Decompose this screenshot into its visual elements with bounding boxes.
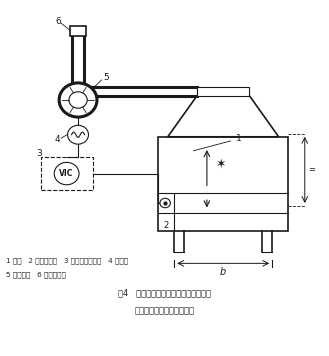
Text: 2: 2 — [164, 221, 169, 230]
Text: 4: 4 — [55, 135, 61, 143]
Bar — [70, 26, 86, 36]
Text: 1 拉窗   2 风速传感器   3 风速显示控制器   4 变频器: 1 拉窗 2 风速传感器 3 风速显示控制器 4 变频器 — [6, 257, 128, 264]
Polygon shape — [197, 87, 249, 95]
Text: 5: 5 — [103, 73, 109, 83]
Text: =: = — [309, 166, 316, 174]
Text: 5 变频风机   6 直冲式风帽: 5 变频风机 6 直冲式风帽 — [6, 272, 66, 278]
Text: 图4   变风量排风柜结合采用变频风机时: 图4 变风量排风柜结合采用变频风机时 — [118, 288, 211, 297]
Circle shape — [160, 198, 170, 208]
Text: ✶: ✶ — [216, 158, 227, 171]
Bar — [40, 157, 93, 190]
Circle shape — [68, 125, 89, 144]
Text: 1: 1 — [193, 134, 242, 151]
Text: 3: 3 — [36, 150, 42, 158]
Text: 6: 6 — [55, 17, 61, 26]
Text: VIC: VIC — [60, 169, 74, 178]
Text: 窗口风速的自动控制原理图: 窗口风速的自动控制原理图 — [135, 306, 194, 315]
Circle shape — [59, 83, 97, 117]
Text: b: b — [220, 267, 226, 277]
